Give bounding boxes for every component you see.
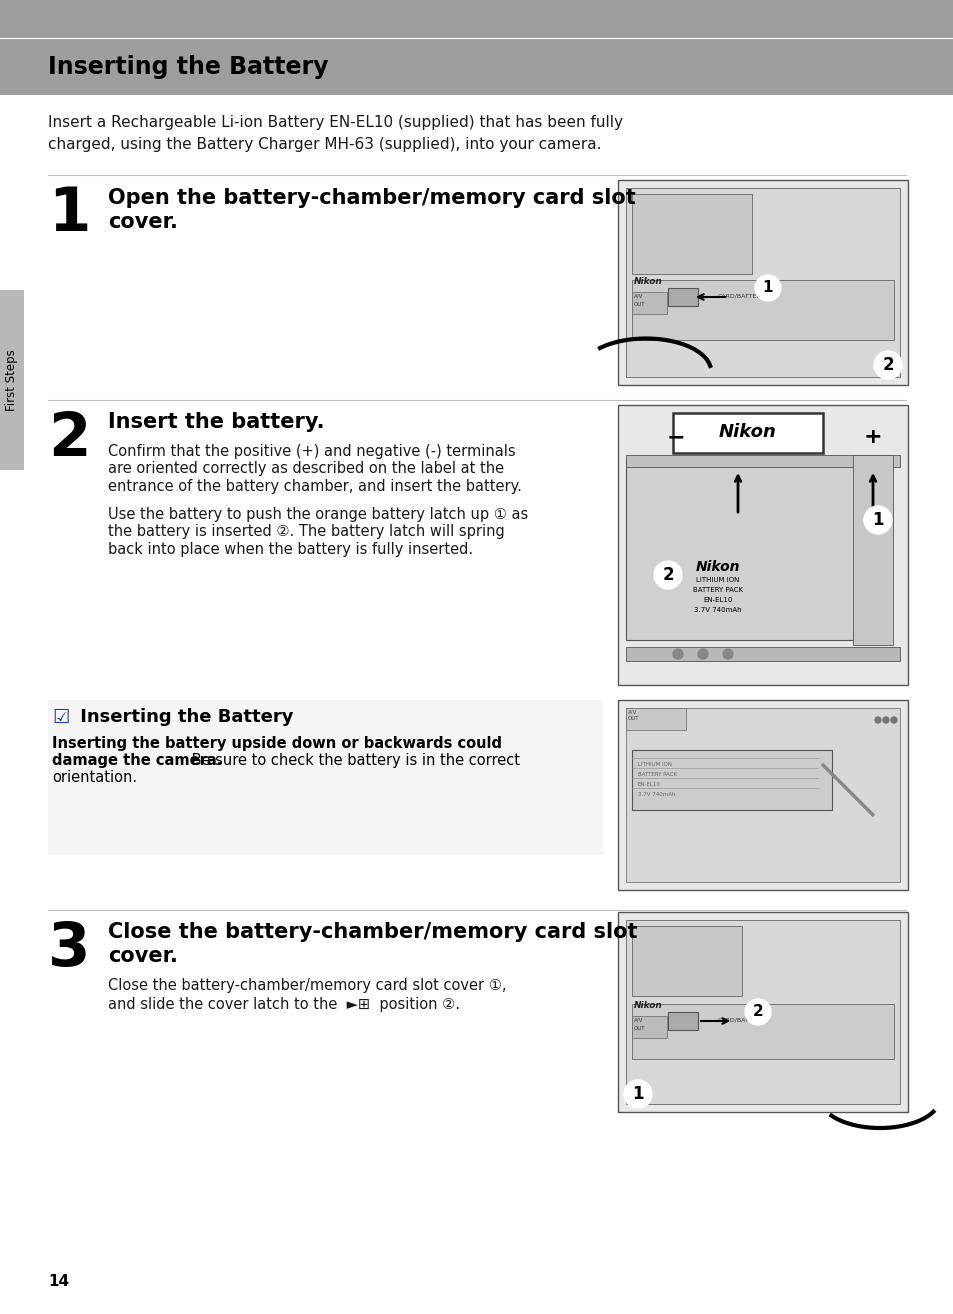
Circle shape xyxy=(698,649,707,660)
Circle shape xyxy=(623,1080,651,1108)
Text: OUT: OUT xyxy=(634,302,645,307)
Text: Insert the battery.: Insert the battery. xyxy=(108,413,324,432)
Text: ☑: ☑ xyxy=(52,708,70,727)
Text: BATTERY PACK: BATTERY PACK xyxy=(638,773,677,777)
Text: 3.7V 740mAh: 3.7V 740mAh xyxy=(638,792,675,798)
Bar xyxy=(48,700,602,855)
Circle shape xyxy=(654,561,681,589)
Text: Open the battery-chamber/memory card slot: Open the battery-chamber/memory card slo… xyxy=(108,188,635,208)
Text: Be sure to check the battery is in the correct: Be sure to check the battery is in the c… xyxy=(187,753,519,767)
Text: Inserting the battery upside down or backwards could: Inserting the battery upside down or bac… xyxy=(52,736,501,752)
Bar xyxy=(625,708,685,731)
Text: Nikon: Nikon xyxy=(719,423,776,442)
Bar xyxy=(631,280,893,340)
Text: −: − xyxy=(666,427,684,447)
Bar xyxy=(667,1012,698,1030)
Bar xyxy=(625,188,899,377)
Circle shape xyxy=(722,649,732,660)
Text: BATTERY PACK: BATTERY PACK xyxy=(692,587,742,593)
Bar xyxy=(618,700,907,890)
Bar xyxy=(625,460,855,640)
Bar xyxy=(0,0,953,95)
Text: 2: 2 xyxy=(882,356,893,374)
Text: LITHIUM ION: LITHIUM ION xyxy=(696,577,739,583)
Text: cover.: cover. xyxy=(108,212,177,233)
Text: +: + xyxy=(862,427,882,447)
Text: 14: 14 xyxy=(48,1275,69,1289)
Bar xyxy=(618,405,907,685)
Text: Inserting the Battery: Inserting the Battery xyxy=(48,55,328,79)
Text: First Steps: First Steps xyxy=(6,350,18,411)
Bar xyxy=(852,455,892,645)
Text: Nikon: Nikon xyxy=(634,1001,662,1010)
Text: 1: 1 xyxy=(632,1085,643,1102)
Text: damage the camera.: damage the camera. xyxy=(52,753,222,767)
Bar xyxy=(625,920,899,1104)
Text: EN-EL10: EN-EL10 xyxy=(638,782,660,787)
Text: Use the battery to push the orange battery latch up ① as
the battery is inserted: Use the battery to push the orange batte… xyxy=(108,507,528,557)
Bar xyxy=(625,646,899,661)
Bar xyxy=(631,750,831,809)
Bar xyxy=(618,912,907,1112)
Circle shape xyxy=(873,351,901,378)
Text: Confirm that the positive (+) and negative (-) terminals
are oriented correctly : Confirm that the positive (+) and negati… xyxy=(108,444,521,494)
Text: Insert a Rechargeable Li-ion Battery EN-EL10 (supplied) that has been fully: Insert a Rechargeable Li-ion Battery EN-… xyxy=(48,116,622,130)
Text: A/V: A/V xyxy=(634,1018,642,1024)
Text: LITHIUM ION: LITHIUM ION xyxy=(638,762,671,767)
Bar xyxy=(618,180,907,385)
Text: 1: 1 xyxy=(762,280,773,296)
Text: 2: 2 xyxy=(661,566,673,583)
Text: 3: 3 xyxy=(48,920,91,979)
Text: A/V
OUT: A/V OUT xyxy=(627,710,639,721)
Bar xyxy=(625,455,899,466)
Text: 2: 2 xyxy=(752,1004,762,1020)
Text: Inserting the Battery: Inserting the Battery xyxy=(74,708,294,727)
Circle shape xyxy=(863,506,891,533)
Bar xyxy=(631,926,741,996)
Circle shape xyxy=(882,717,888,723)
Bar xyxy=(631,1016,666,1038)
Text: Close the battery-chamber/memory card slot cover ①,: Close the battery-chamber/memory card sl… xyxy=(108,978,506,993)
Text: 1: 1 xyxy=(48,185,91,244)
Text: A/V: A/V xyxy=(634,294,642,300)
Circle shape xyxy=(672,649,682,660)
Circle shape xyxy=(754,275,781,301)
Bar xyxy=(631,1004,893,1059)
Text: 3.7V 740mAh: 3.7V 740mAh xyxy=(694,607,741,614)
Circle shape xyxy=(874,717,880,723)
Bar xyxy=(625,708,899,882)
Text: CARD/BATTERY: CARD/BATTERY xyxy=(718,1018,764,1024)
Text: 2: 2 xyxy=(48,410,91,469)
Bar xyxy=(0,290,24,470)
Bar xyxy=(672,413,822,453)
Circle shape xyxy=(890,717,896,723)
Bar xyxy=(631,194,751,275)
Text: Nikon: Nikon xyxy=(634,277,662,286)
Text: cover.: cover. xyxy=(108,946,177,966)
Text: Close the battery-chamber/memory card slot: Close the battery-chamber/memory card sl… xyxy=(108,922,637,942)
Text: charged, using the Battery Charger MH-63 (supplied), into your camera.: charged, using the Battery Charger MH-63… xyxy=(48,137,601,152)
Text: OUT: OUT xyxy=(634,1026,645,1031)
Text: CARD/BATTERY: CARD/BATTERY xyxy=(718,294,764,300)
Bar xyxy=(667,288,698,306)
Text: EN-EL10: EN-EL10 xyxy=(702,597,732,603)
Text: and slide the cover latch to the  ►⊞  position ②.: and slide the cover latch to the ►⊞ posi… xyxy=(108,997,459,1012)
Bar xyxy=(631,292,666,314)
Text: Nikon: Nikon xyxy=(695,560,740,574)
Text: orientation.: orientation. xyxy=(52,770,137,784)
Circle shape xyxy=(744,999,770,1025)
Text: 1: 1 xyxy=(871,511,882,530)
